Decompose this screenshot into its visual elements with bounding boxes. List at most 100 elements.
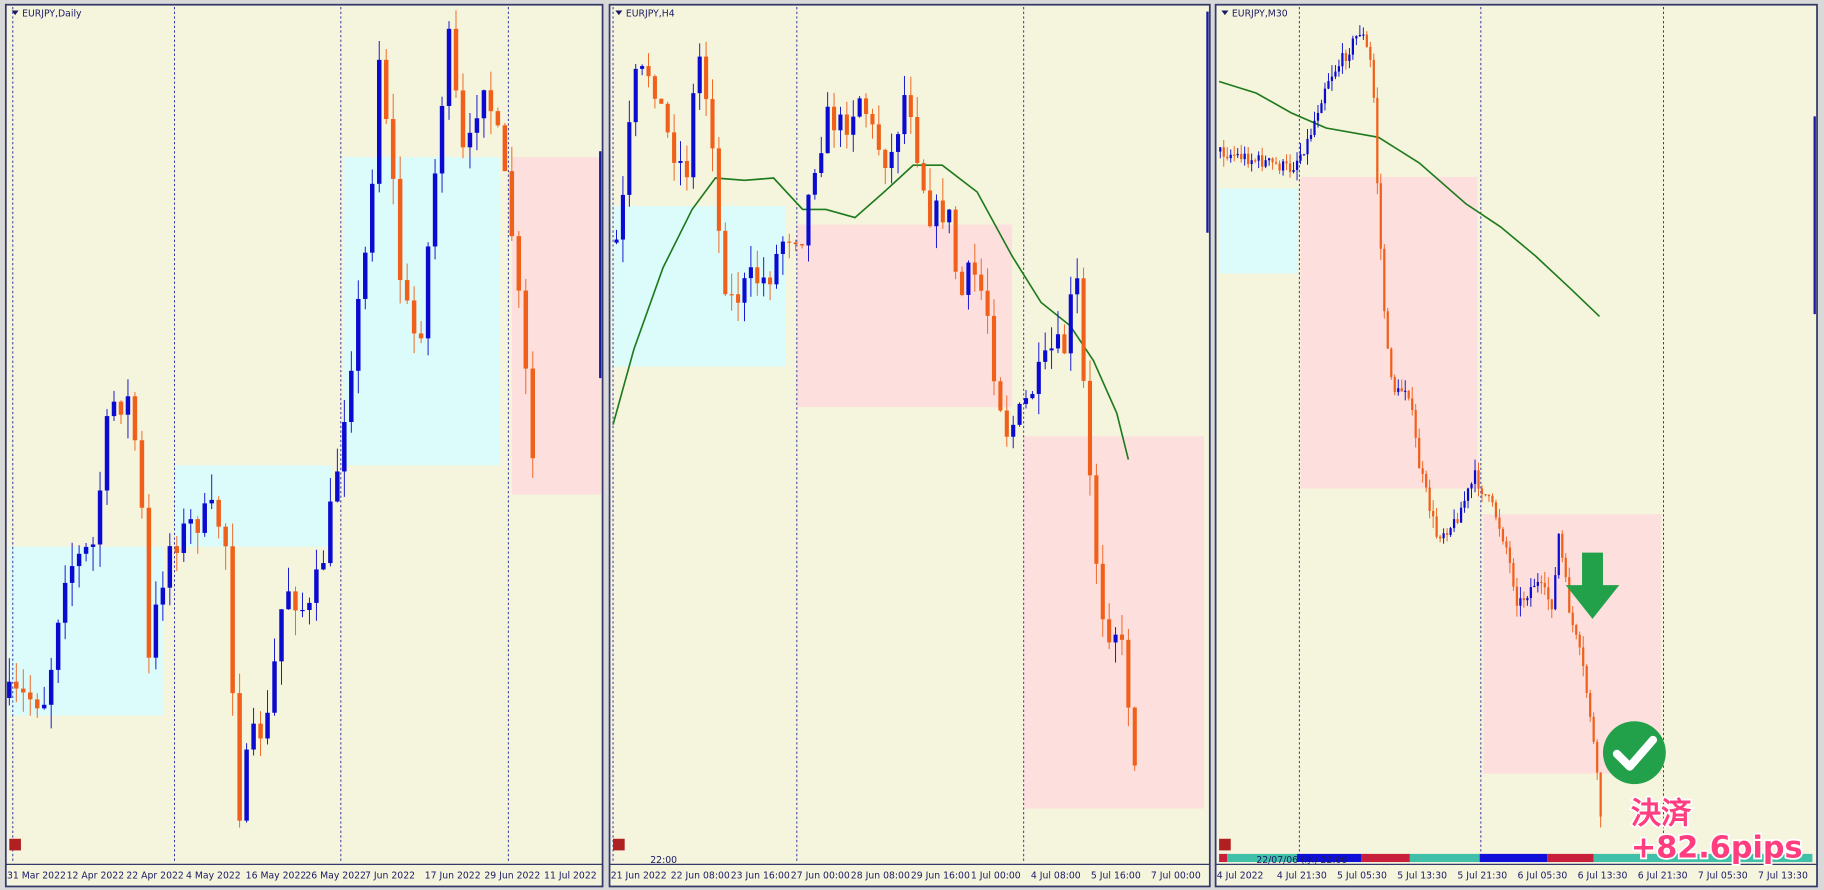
title-arrow [1221, 10, 1229, 16]
candle-body [787, 241, 792, 243]
candle-body [1351, 38, 1354, 55]
candle-body [1547, 587, 1550, 600]
candle-body [1348, 54, 1351, 61]
candle-body [1132, 707, 1137, 766]
candle-body [1526, 598, 1529, 601]
candle-body [972, 262, 977, 275]
moving-average [1218, 80, 1601, 318]
candle-body [1327, 81, 1330, 89]
candle-body [768, 277, 773, 285]
x-tick-label: 4 Jul 08:00 [1031, 870, 1081, 881]
candle-body [1323, 88, 1327, 104]
candle-body [425, 246, 431, 339]
candle-body [1254, 160, 1257, 162]
candle-body [1075, 278, 1080, 295]
candle-body [979, 274, 984, 291]
chart-panel: EURJPY,Daily 31 Mar 2022 12 Apr 2022 22 Apr… [4, 3, 604, 888]
candle-body [774, 253, 779, 285]
x-tick-label: 4 May 2022 [186, 870, 241, 881]
candle-body [293, 591, 298, 611]
candle-body [1229, 154, 1232, 159]
x-tick-label: 1 Jul 00:00 [971, 870, 1021, 881]
candle-body [684, 160, 689, 178]
candle-body [7, 681, 12, 699]
candle-body [481, 90, 487, 119]
candle-body [432, 173, 438, 247]
candle-body [418, 333, 424, 339]
candle-body [1369, 46, 1372, 60]
candle-body [1337, 66, 1341, 72]
candle-body [1023, 398, 1029, 404]
zone [1300, 176, 1478, 489]
x-tick-label: 22 Jun 08:00 [671, 870, 730, 881]
session-bar [1219, 853, 1228, 863]
candle-body [1295, 160, 1299, 170]
candle-body [1313, 120, 1316, 136]
candle-body [1107, 619, 1112, 643]
candle-body [1498, 517, 1501, 529]
candle-body [132, 396, 138, 441]
tool-icon [1219, 838, 1231, 851]
x-tick-label: 4 Jul 2022 [1217, 870, 1264, 881]
candle-body [864, 98, 869, 114]
x-tick-label: 11 Jul 2022 [544, 870, 597, 881]
candle-body [1414, 410, 1417, 438]
candle-body [1421, 468, 1424, 474]
candle-body [652, 76, 657, 99]
x-tick-label: 26 May 2022 [305, 870, 366, 881]
candle-body [1505, 541, 1508, 548]
candle-body [825, 106, 830, 154]
candle-body [502, 125, 508, 172]
candle-body [640, 66, 645, 69]
candle-body [1281, 161, 1285, 171]
candle-body [356, 298, 361, 371]
candle-body [1299, 154, 1302, 161]
candle-body [1271, 158, 1274, 163]
candle-body [659, 98, 664, 104]
candle-body [1285, 161, 1288, 164]
candle-body [838, 114, 843, 131]
x-tick-label: 29 Jun 16:00 [911, 870, 970, 881]
x-tick-label: 5 Jul 21:30 [1457, 870, 1507, 881]
candle-body [1571, 612, 1574, 626]
candle-body [985, 290, 990, 316]
candle-body [1222, 147, 1225, 157]
candle-body [69, 566, 75, 583]
candle-body [1330, 76, 1334, 82]
candle-body [139, 440, 145, 508]
sell-arrow [1565, 552, 1620, 619]
candle-body [1017, 403, 1022, 425]
candle-body [1306, 138, 1309, 155]
candle-body [1515, 586, 1519, 606]
candle-body [411, 300, 417, 334]
candle-body [748, 267, 753, 279]
candle-body [902, 95, 907, 135]
candle-body [998, 381, 1003, 411]
zone [1023, 436, 1204, 809]
zone [1219, 188, 1298, 274]
candle-body [851, 116, 856, 135]
candle-body [1466, 488, 1470, 501]
candle-body [1288, 163, 1292, 172]
candle-body [1087, 380, 1093, 476]
candle-body [1432, 511, 1435, 517]
candle-body [467, 132, 473, 148]
candle-body [460, 90, 466, 148]
candle-body [523, 290, 529, 369]
x-tick-label: 4 Jul 21:30 [1277, 870, 1327, 881]
candle-body [665, 103, 670, 133]
panel-title: EURJPY,H4 [626, 8, 675, 19]
candle-body [342, 421, 347, 472]
candle-body [1386, 311, 1389, 349]
candle-body [755, 267, 760, 284]
candle-body [509, 171, 515, 237]
candle-body [376, 59, 382, 184]
candle-body [736, 294, 741, 303]
candle-body [844, 114, 849, 135]
candle-body [286, 591, 291, 610]
candle-body [1274, 162, 1278, 164]
candle-body [174, 546, 180, 553]
candle-body [1592, 716, 1595, 742]
candle-body [125, 396, 131, 415]
